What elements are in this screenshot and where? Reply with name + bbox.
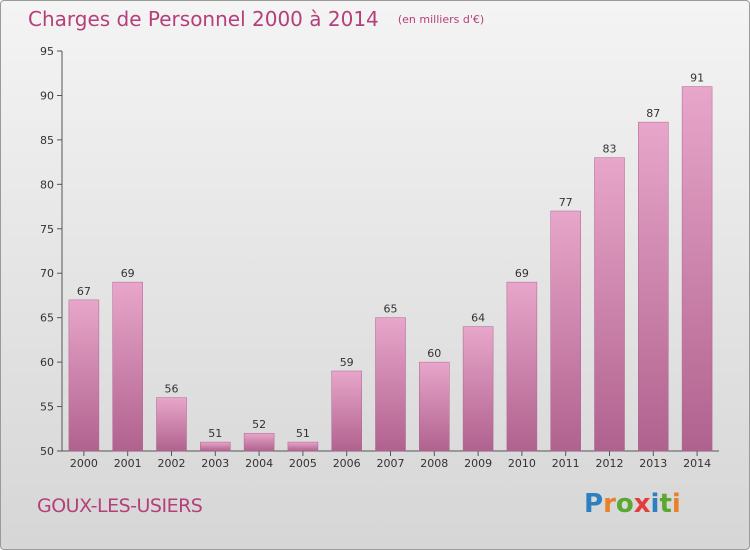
data-label-2005: 51 [296, 427, 310, 440]
bar-2002 [156, 397, 187, 452]
x-tick-label: 2013 [639, 457, 667, 470]
data-label-2000: 67 [77, 285, 91, 298]
place-name: GOUX-LES-USIERS [37, 495, 203, 517]
x-tick-label: 2005 [289, 457, 317, 470]
axes: 50 55 60 65 70 75 80 85 90 95 2000 2001 2002 2003 2004… [40, 45, 719, 470]
proxiti-logo: Proxiti [584, 489, 681, 519]
logo-letter: x [633, 489, 651, 519]
logo-letter: o [615, 489, 634, 519]
data-label-2006: 59 [340, 356, 354, 369]
bar-2013 [638, 121, 669, 452]
y-tick-label: 70 [40, 267, 54, 280]
data-label-2003: 51 [208, 427, 222, 440]
bar-2005 [287, 441, 319, 452]
title-row: Charges de Personnel 2000 à 2014 (en mil… [28, 7, 484, 31]
x-tick-label: 2004 [245, 457, 273, 470]
logo-letter: P [584, 489, 604, 519]
y-tick-label: 90 [40, 89, 54, 102]
x-tick-label: 2007 [377, 457, 405, 470]
y-tick-label: 85 [40, 134, 54, 147]
chart-title: Charges de Personnel 2000 à 2014 [28, 7, 379, 31]
y-tick-label: 75 [40, 223, 54, 236]
bar-2008 [419, 361, 450, 452]
bar-2004 [243, 432, 275, 452]
y-tick-label: 50 [40, 445, 54, 458]
x-tick-label: 2006 [333, 457, 361, 470]
data-label-2009: 64 [471, 312, 485, 325]
logo-letter: t [659, 489, 672, 519]
data-label-2012: 83 [603, 143, 617, 156]
x-tick-label: 2001 [114, 457, 142, 470]
bar-2011 [550, 210, 581, 452]
data-label-2004: 52 [252, 418, 266, 431]
x-tick-label: 2014 [683, 457, 711, 470]
data-label-2013: 87 [646, 107, 660, 120]
x-tick-label: 2003 [201, 457, 229, 470]
x-tick-label: 2011 [552, 457, 580, 470]
bar-2010 [506, 281, 538, 452]
data-label-2011: 77 [559, 196, 573, 209]
bar-2014 [681, 86, 713, 452]
y-tick-label: 95 [40, 45, 54, 58]
bar-2001 [112, 281, 143, 452]
x-tick-label: 2000 [70, 457, 98, 470]
logo-letter: r [603, 489, 616, 519]
bar-2012 [594, 157, 625, 452]
bar-2007 [375, 317, 406, 452]
y-tick-label: 80 [40, 178, 54, 191]
x-tick-label: 2008 [420, 457, 448, 470]
bars [68, 86, 713, 452]
bar-2000 [68, 299, 100, 452]
bar-2006 [331, 370, 362, 452]
x-tick-label: 2012 [596, 457, 624, 470]
data-label-2007: 65 [384, 303, 398, 316]
y-tick-label: 60 [40, 356, 54, 369]
y-tick-label: 55 [40, 401, 54, 414]
x-tick-label: 2010 [508, 457, 536, 470]
chart-subtitle: (en milliers d'€) [397, 13, 485, 26]
data-label-2002: 56 [165, 383, 179, 396]
data-label-2001: 69 [121, 267, 135, 280]
bar-2003 [200, 441, 231, 452]
x-tick-label: 2009 [464, 457, 492, 470]
data-label-2010: 69 [515, 267, 529, 280]
logo-letter: i [650, 489, 660, 519]
logo-letter: i [671, 489, 681, 519]
x-tick-label: 2002 [158, 457, 186, 470]
y-tick-label: 65 [40, 312, 54, 325]
data-label-2014: 91 [690, 72, 704, 85]
bar-2009 [462, 326, 494, 452]
data-label-2008: 60 [427, 347, 441, 360]
data-labels: 67 69 56 51 52 51 59 65 60 64 69 77 83 87 91 [77, 72, 704, 441]
